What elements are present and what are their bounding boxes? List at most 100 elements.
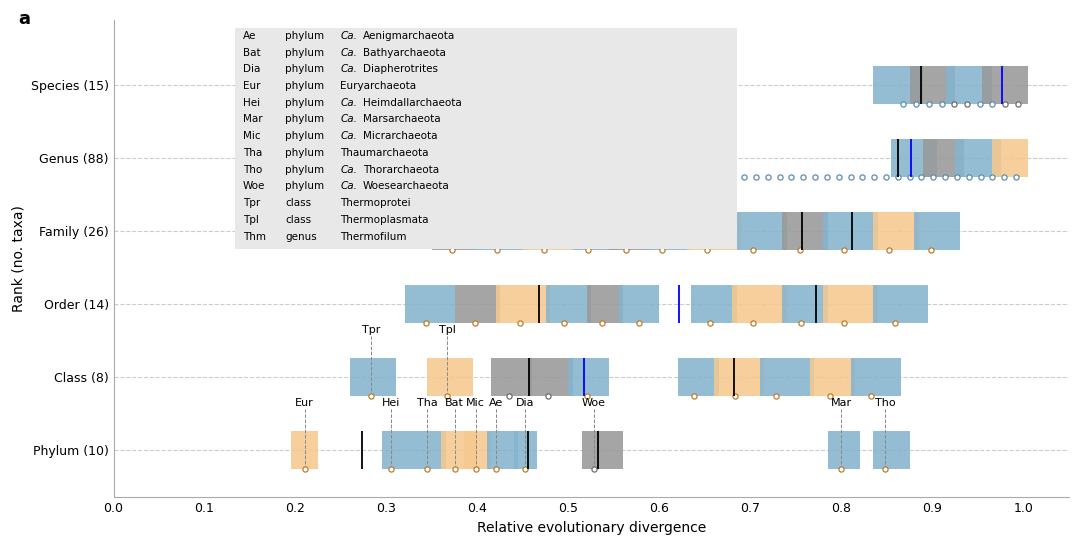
- Point: [296, 465, 313, 473]
- Bar: [810, 358, 855, 396]
- Text: Woesearchaeota: Woesearchaeota: [363, 181, 449, 191]
- Point: [972, 173, 989, 181]
- Bar: [732, 285, 787, 323]
- Text: class: class: [285, 215, 312, 225]
- Point: [512, 319, 529, 328]
- Text: Ca.: Ca.: [340, 64, 357, 74]
- Text: Thm: Thm: [492, 106, 517, 116]
- Point: [1008, 173, 1025, 181]
- Point: [795, 173, 812, 181]
- Text: phylum: phylum: [285, 98, 325, 108]
- Bar: [874, 431, 909, 469]
- Bar: [946, 66, 991, 104]
- Point: [877, 173, 894, 181]
- Text: phylum: phylum: [285, 115, 325, 124]
- Point: [793, 319, 810, 328]
- Text: Heimdallarchaeota: Heimdallarchaeota: [363, 98, 461, 108]
- Point: [863, 391, 880, 400]
- Point: [735, 173, 753, 181]
- Text: phylum: phylum: [285, 31, 325, 41]
- Text: Mic: Mic: [467, 397, 485, 408]
- Bar: [441, 431, 477, 469]
- Point: [700, 173, 717, 181]
- Point: [580, 246, 597, 254]
- Text: Ca.: Ca.: [340, 164, 357, 175]
- Bar: [782, 212, 827, 250]
- Point: [540, 391, 557, 400]
- Point: [438, 391, 456, 400]
- Point: [698, 246, 715, 254]
- Text: Ca.: Ca.: [340, 131, 357, 141]
- Bar: [909, 66, 955, 104]
- Bar: [514, 431, 537, 469]
- Bar: [582, 431, 623, 469]
- Point: [920, 100, 937, 109]
- Text: Ca.: Ca.: [340, 181, 357, 191]
- Point: [759, 173, 777, 181]
- Point: [853, 173, 870, 181]
- Point: [946, 100, 963, 109]
- Point: [496, 173, 513, 181]
- Bar: [891, 139, 937, 177]
- Point: [651, 173, 669, 181]
- Text: Ae: Ae: [243, 31, 256, 41]
- Text: Woe: Woe: [582, 397, 606, 408]
- Bar: [823, 285, 878, 323]
- Point: [653, 246, 671, 254]
- Text: phylum: phylum: [285, 48, 325, 57]
- Text: Bat: Bat: [445, 397, 464, 408]
- Text: Marsarchaeota: Marsarchaeota: [363, 115, 441, 124]
- Point: [997, 100, 1014, 109]
- Point: [913, 173, 930, 181]
- Text: Eur: Eur: [243, 81, 260, 91]
- Text: phylum: phylum: [285, 64, 325, 74]
- Point: [836, 246, 853, 254]
- Point: [487, 465, 504, 473]
- Text: Tho: Tho: [243, 164, 262, 175]
- Bar: [609, 212, 650, 250]
- Point: [516, 465, 534, 473]
- Bar: [527, 358, 573, 396]
- Point: [630, 319, 647, 328]
- Bar: [737, 212, 787, 250]
- Text: Thorarchaeota: Thorarchaeota: [363, 164, 438, 175]
- Point: [936, 173, 954, 181]
- Bar: [677, 358, 718, 396]
- Bar: [455, 285, 500, 323]
- Point: [783, 173, 800, 181]
- Text: Tpr: Tpr: [362, 325, 380, 335]
- Point: [894, 100, 912, 109]
- Bar: [382, 431, 409, 469]
- Point: [501, 391, 518, 400]
- Point: [842, 173, 860, 181]
- Point: [686, 391, 703, 400]
- Point: [585, 465, 603, 473]
- Bar: [823, 212, 878, 250]
- Bar: [914, 212, 960, 250]
- Point: [767, 391, 784, 400]
- Text: Thm: Thm: [243, 232, 266, 241]
- Text: Woe: Woe: [243, 181, 265, 191]
- Point: [578, 391, 595, 400]
- Point: [417, 319, 434, 328]
- Point: [807, 173, 824, 181]
- Text: Thermofilum: Thermofilum: [340, 232, 406, 241]
- Bar: [432, 212, 477, 250]
- Point: [702, 319, 719, 328]
- Text: Ca.: Ca.: [340, 48, 357, 57]
- Text: Thaumarchaeota: Thaumarchaeota: [340, 148, 429, 158]
- Text: Tha: Tha: [417, 397, 437, 408]
- Bar: [955, 139, 1001, 177]
- Point: [489, 246, 507, 254]
- Bar: [874, 212, 919, 250]
- Point: [933, 100, 950, 109]
- Text: Ca.: Ca.: [340, 98, 357, 108]
- FancyBboxPatch shape: [235, 28, 737, 248]
- Point: [724, 173, 741, 181]
- Point: [727, 391, 744, 400]
- Bar: [827, 431, 860, 469]
- Point: [419, 465, 436, 473]
- Point: [821, 391, 838, 400]
- Point: [924, 173, 942, 181]
- Text: Euryarchaeota: Euryarchaeota: [340, 81, 416, 91]
